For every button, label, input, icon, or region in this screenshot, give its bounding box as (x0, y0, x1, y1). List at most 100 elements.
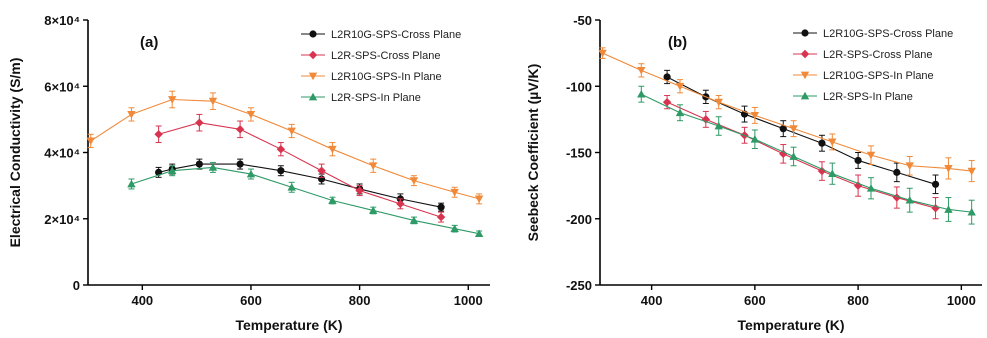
data-point (168, 96, 177, 104)
y-tick-label: -50 (573, 13, 592, 28)
data-point (154, 130, 163, 139)
x-axis-title: Temperature (K) (235, 317, 342, 333)
legend-item: L2R-SPS-In Plane (301, 92, 421, 104)
legend-marker (800, 71, 810, 80)
data-point (828, 169, 837, 178)
legend-marker (800, 49, 810, 59)
series-2 (662, 95, 940, 220)
x-tick-label: 1000 (454, 293, 483, 308)
legend-label: L2R10G-SPS-Cross Plane (331, 29, 461, 41)
series-3 (86, 90, 484, 205)
legend-item: L2R10G-SPS-In Plane (793, 70, 934, 82)
data-point (127, 179, 136, 188)
data-point (866, 184, 876, 192)
legend-marker (308, 72, 318, 81)
series-4 (637, 85, 976, 225)
data-point (866, 151, 876, 160)
data-point (409, 216, 419, 224)
legend-item: L2R-SPS-Cross Plane (793, 49, 932, 61)
data-point (277, 167, 285, 175)
legend-label: L2R10G-SPS-In Plane (331, 71, 442, 83)
data-point (236, 160, 244, 168)
chart-panel-2: 400 600 800 1000 -250 -200 -150 -100 -50 Temperat… (525, 13, 982, 333)
data-point (893, 168, 901, 176)
y-tick-label: -100 (566, 79, 592, 94)
data-point (208, 163, 218, 171)
x-tick-label: 400 (641, 293, 663, 308)
data-point (944, 205, 953, 213)
y-tick-label: 4×10⁴ (44, 146, 80, 161)
data-point (235, 125, 245, 134)
series-2 (154, 113, 446, 223)
series-3 (598, 47, 976, 183)
data-point (750, 135, 760, 143)
y-tick-label: 2×10⁴ (44, 212, 80, 227)
legend-marker (800, 91, 810, 100)
y-tick-label: 8×10⁴ (44, 13, 80, 28)
data-point (714, 98, 723, 107)
data-point (663, 73, 671, 81)
data-point (789, 125, 798, 133)
legend-item: L2R10G-SPS-In Plane (301, 71, 442, 83)
data-point (474, 195, 484, 204)
data-point (127, 111, 136, 119)
x-tick-label: 800 (349, 293, 371, 308)
data-point (246, 111, 256, 119)
data-point (750, 112, 760, 120)
legend-marker (309, 30, 317, 38)
data-point (208, 97, 218, 106)
legend-item: L2R-SPS-Cross Plane (301, 50, 440, 62)
data-point (675, 82, 685, 91)
series-1 (663, 69, 940, 195)
y-tick-label: -250 (566, 278, 592, 293)
data-point (168, 166, 177, 175)
data-point (195, 160, 203, 168)
data-point (944, 165, 953, 173)
series-line (158, 122, 442, 218)
series-line (641, 93, 972, 213)
data-point (86, 137, 95, 146)
data-point (828, 138, 837, 147)
x-tick-label: 1000 (947, 293, 976, 308)
data-point (287, 127, 296, 136)
data-point (637, 90, 646, 98)
data-point (195, 118, 204, 127)
data-point (355, 186, 364, 195)
legend-marker (801, 29, 809, 37)
chart-panel-1: 400 600 800 1000 0 2×10⁴ 4×10⁴ 6×10⁴ 8×10⁴ Temper… (7, 13, 490, 333)
data-point (474, 229, 484, 238)
x-axis-title: Temperature (K) (737, 317, 844, 333)
data-point (409, 177, 419, 185)
panel-label: (b) (668, 34, 687, 51)
data-point (437, 203, 445, 211)
data-point (967, 207, 976, 216)
data-point (369, 206, 378, 214)
data-point (905, 196, 914, 204)
data-point (967, 167, 976, 176)
data-point (714, 121, 723, 130)
x-tick-label: 400 (131, 293, 153, 308)
data-point (637, 66, 646, 75)
legend-item: L2R10G-SPS-Cross Plane (793, 28, 953, 40)
data-point (317, 166, 326, 175)
data-point (818, 139, 826, 147)
data-point (450, 188, 459, 197)
legend: L2R10G-SPS-Cross Plane L2R-SPS-Cross Plan… (301, 29, 461, 104)
data-point (931, 180, 940, 188)
legend-marker (308, 92, 318, 101)
data-point (662, 97, 672, 107)
data-point (853, 181, 863, 190)
x-tick-label: 800 (847, 293, 869, 308)
data-point (276, 144, 286, 154)
legend-label: L2R-SPS-In Plane (331, 92, 421, 104)
data-point (450, 224, 459, 233)
legend-label: L2R-SPS-Cross Plane (331, 50, 440, 62)
data-point (779, 125, 787, 133)
legend-label: L2R10G-SPS-Cross Plane (823, 28, 953, 40)
data-point (789, 152, 798, 160)
data-point (436, 212, 446, 222)
data-point (328, 196, 337, 204)
legend: L2R10G-SPS-Cross Plane L2R-SPS-Cross Plan… (793, 28, 953, 103)
y-tick-label: -150 (566, 146, 592, 161)
